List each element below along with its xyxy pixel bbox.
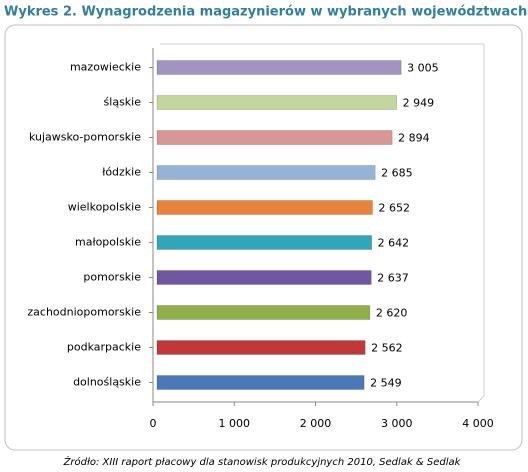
bar [156, 270, 372, 285]
x-tick-label: 3 000 [381, 417, 413, 430]
y-tick-label: pomorskie [83, 271, 141, 284]
bar [156, 375, 365, 390]
y-tick-label: śląskie [104, 96, 142, 109]
y-tick-label: podkarpackie [67, 341, 141, 354]
value-label: 2 642 [378, 237, 410, 250]
y-tick-label: wielkopolskie [68, 201, 142, 214]
value-label: 2 652 [378, 202, 410, 215]
value-label: 2 562 [371, 342, 403, 355]
x-tick-label: 4 000 [462, 417, 494, 430]
y-tick-label: dolnośląskie [73, 376, 141, 389]
value-label: 2 949 [403, 97, 435, 110]
value-label: 2 549 [370, 377, 402, 390]
bar [156, 95, 397, 110]
source-note: Źródło: XIII raport płacowy dla stanowis… [63, 455, 462, 468]
bar [156, 200, 373, 215]
floor-edge [477, 395, 485, 403]
bar [156, 305, 371, 320]
bar [156, 60, 402, 75]
chart-title: Wykres 2. Wynagrodzenia magazynierów w w… [4, 5, 527, 20]
y-tick-label: mazowieckie [70, 61, 141, 74]
y-tick-label: kujawsko-pomorskie [29, 131, 141, 144]
y-tick-label: łódzkie [102, 166, 141, 179]
bar [156, 235, 372, 250]
x-tick-label: 0 [150, 417, 157, 430]
value-label: 2 894 [398, 132, 430, 145]
value-label: 3 005 [407, 62, 439, 75]
x-tick-label: 1 000 [219, 417, 251, 430]
value-label: 2 637 [377, 272, 409, 285]
value-label: 2 685 [381, 167, 413, 180]
y-tick-label: zachodniopomorskie [27, 306, 141, 319]
bar [156, 165, 376, 180]
value-label: 2 620 [376, 307, 408, 320]
y-tick-label: małopolskie [75, 236, 141, 249]
x-tick-label: 2 000 [300, 417, 332, 430]
bar [156, 130, 393, 145]
bar [156, 340, 366, 355]
